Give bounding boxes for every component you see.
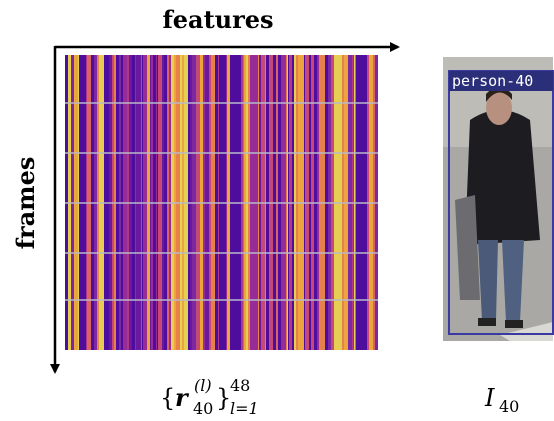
subscript: 40 [193, 399, 213, 418]
caption-right: I 40 [484, 384, 519, 416]
heatmap-grid [65, 102, 378, 301]
caption-left: { r (l) 40 } 48 l=1 [160, 376, 259, 418]
brace-close: } [216, 384, 231, 412]
superscript: (l) [194, 376, 212, 395]
subscript: 40 [499, 397, 519, 416]
frames-label: frames [11, 157, 40, 250]
brace-open: { [160, 384, 175, 412]
symbol: I [484, 384, 495, 412]
symbol: r [175, 383, 190, 412]
lower-index: l=1 [230, 399, 259, 418]
person-crop [443, 57, 554, 341]
upper-index: 48 [230, 376, 250, 395]
detection-label: person-40 [452, 72, 533, 90]
features-label: features [162, 5, 273, 34]
